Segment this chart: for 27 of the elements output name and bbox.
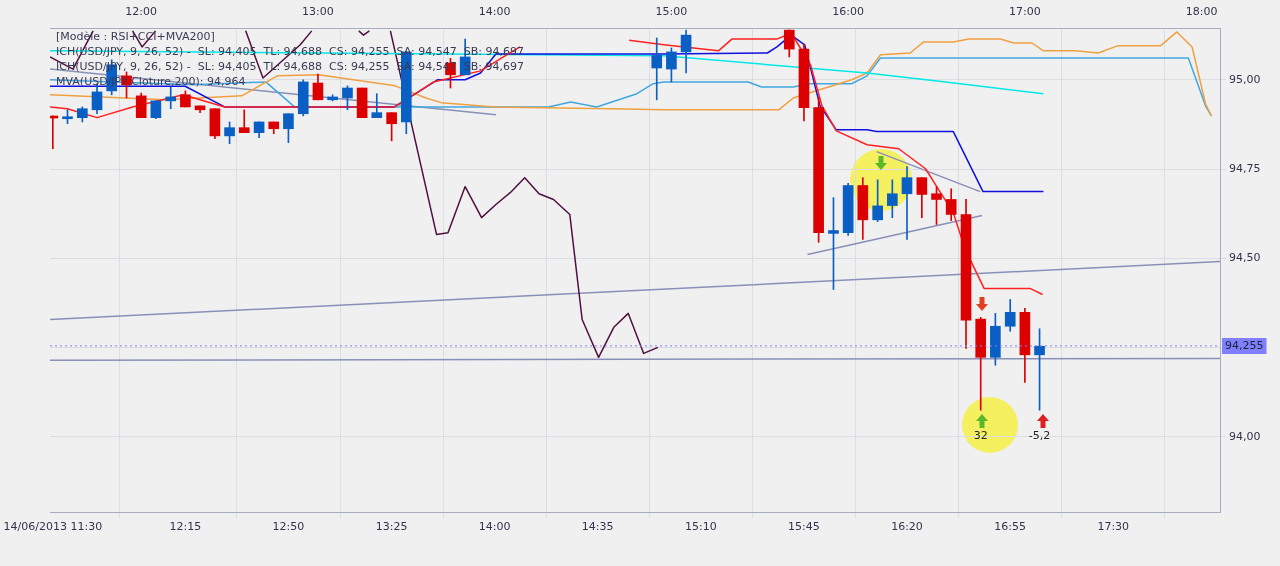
- x-tick-label: 17:30: [1097, 520, 1130, 534]
- x2-tick-label: 13:00: [302, 5, 334, 19]
- candlestick: [238, 109, 250, 133]
- ref-line-label: 94,255: [1225, 338, 1264, 352]
- x2-tick-label: 15:00: [655, 5, 688, 19]
- x2-tick-label: 12:00: [125, 5, 158, 19]
- x2-tick-label: 16:00: [832, 5, 864, 19]
- x2-tick-label: 18:00: [1185, 5, 1218, 19]
- x-tick-label: 13:25: [375, 520, 408, 534]
- x-tick-label: 15:10: [685, 520, 717, 534]
- x2-tick-label: 17:00: [1009, 5, 1041, 19]
- y-tick-label: 94,50: [1229, 251, 1261, 265]
- candlestick: [356, 87, 368, 118]
- x-tick-label: 14/06/2013 11:30: [3, 520, 103, 534]
- x-tick-label: 16:20: [891, 520, 923, 534]
- x2-tick-label: 14:00: [478, 5, 511, 19]
- x-tick-label: 16:55: [994, 520, 1027, 534]
- annotation: -5,2: [1028, 429, 1051, 443]
- y-tick-label: 94,75: [1229, 161, 1261, 175]
- candlestick: [371, 93, 383, 118]
- x-tick-label: 14:00: [478, 520, 511, 534]
- x-tick-label: 12:50: [272, 520, 305, 534]
- x-tick-label: 12:15: [169, 520, 202, 534]
- y-tick-label: 94,00: [1229, 429, 1261, 443]
- x-tick-label: 15:45: [788, 520, 820, 534]
- y-tick-label: 95,00: [1229, 72, 1261, 86]
- x-tick-label: 14:35: [581, 520, 614, 534]
